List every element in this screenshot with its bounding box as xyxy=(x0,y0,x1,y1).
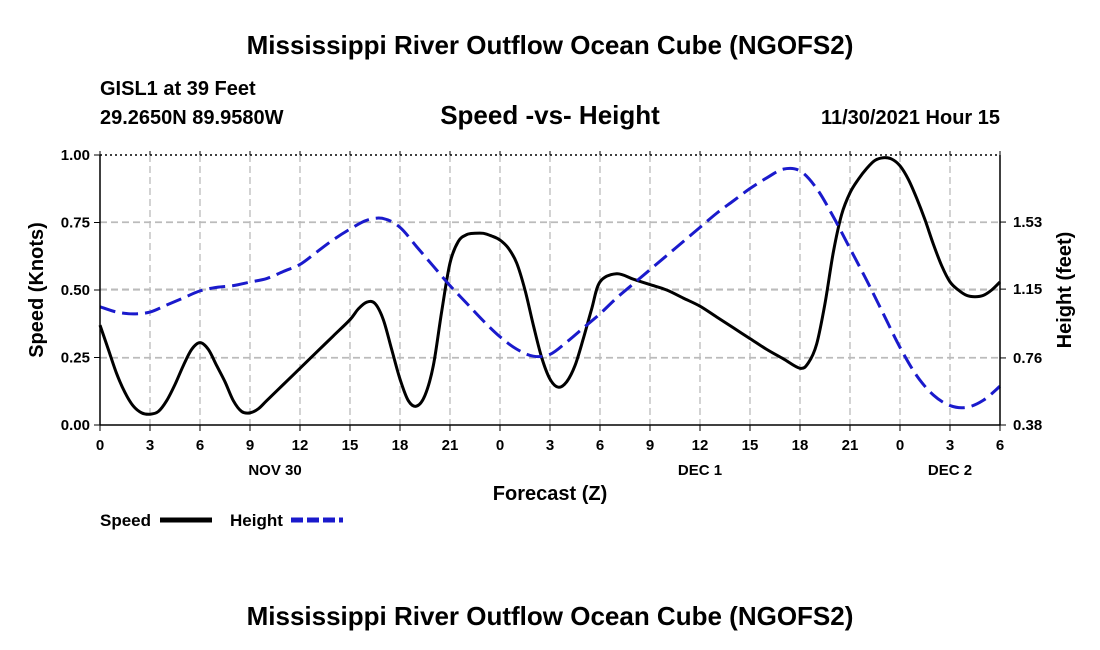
x-tick-label: 3 xyxy=(546,437,554,454)
x-axis-label: Forecast (Z) xyxy=(493,483,607,505)
y2-tick-label: 0.38 xyxy=(1013,417,1042,434)
x-tick-label: 6 xyxy=(996,437,1004,454)
x-tick-label: 6 xyxy=(196,437,204,454)
y-tick-label: 0.75 xyxy=(61,215,90,232)
x-tick-label: 3 xyxy=(946,437,954,454)
chart-title: Mississippi River Outflow Ocean Cube (NG… xyxy=(247,30,854,60)
x-tick-label: 15 xyxy=(342,437,359,454)
day-label: DEC 1 xyxy=(678,462,722,479)
y-tick-label: 0.25 xyxy=(61,350,90,367)
y-tick-label: 1.00 xyxy=(61,147,90,164)
x-tick-label: 12 xyxy=(692,437,709,454)
grid xyxy=(100,155,1000,425)
y-axis-label: Speed (Knots) xyxy=(26,222,48,358)
series-group xyxy=(98,156,1002,416)
legend-height-label: Height xyxy=(230,511,283,530)
x-tick-label: 3 xyxy=(146,437,154,454)
x-tick-label: 18 xyxy=(792,437,809,454)
speed-series-line xyxy=(98,156,1002,416)
legend-speed-label: Speed xyxy=(100,511,151,530)
forecast-timestamp: 11/30/2021 Hour 15 xyxy=(821,107,1000,129)
x-tick-label: 15 xyxy=(742,437,759,454)
x-tick-label: 12 xyxy=(292,437,309,454)
station-name: GISL1 at 39 Feet xyxy=(100,78,256,100)
x-tick-label: 0 xyxy=(96,437,104,454)
x-tick-label: 9 xyxy=(646,437,654,454)
x-tick-label: 9 xyxy=(246,437,254,454)
y2-tick-label: 1.53 xyxy=(1013,214,1042,231)
y2-tick-label: 0.76 xyxy=(1013,350,1042,367)
x-tick-label: 21 xyxy=(842,437,859,454)
y2-tick-label: 1.15 xyxy=(1013,281,1042,298)
chart-subtitle: Speed -vs- Height xyxy=(440,100,660,130)
x-tick-label: 21 xyxy=(442,437,459,454)
axes xyxy=(94,151,1006,431)
tick-labels: 0 3 6 9 12 15 18 21 0 3 6 9 12 15 18 21 0 3 6 NOV 30 DEC 1 DE… xyxy=(61,147,1042,479)
height-series-line xyxy=(99,166,1001,410)
station-coords: 29.2650N 89.9580W xyxy=(100,107,284,129)
y2-axis-label: Height (feet) xyxy=(1054,232,1076,349)
day-label: NOV 30 xyxy=(248,462,301,479)
x-tick-label: 18 xyxy=(392,437,409,454)
x-tick-label: 6 xyxy=(596,437,604,454)
x-tick-label: 0 xyxy=(496,437,504,454)
y-tick-label: 0.00 xyxy=(61,417,90,434)
footer-title: Mississippi River Outflow Ocean Cube (NG… xyxy=(247,601,854,631)
day-label: DEC 2 xyxy=(928,462,972,479)
legend: Speed Height xyxy=(100,511,343,530)
x-tick-label: 0 xyxy=(896,437,904,454)
y-tick-label: 0.50 xyxy=(61,282,90,299)
